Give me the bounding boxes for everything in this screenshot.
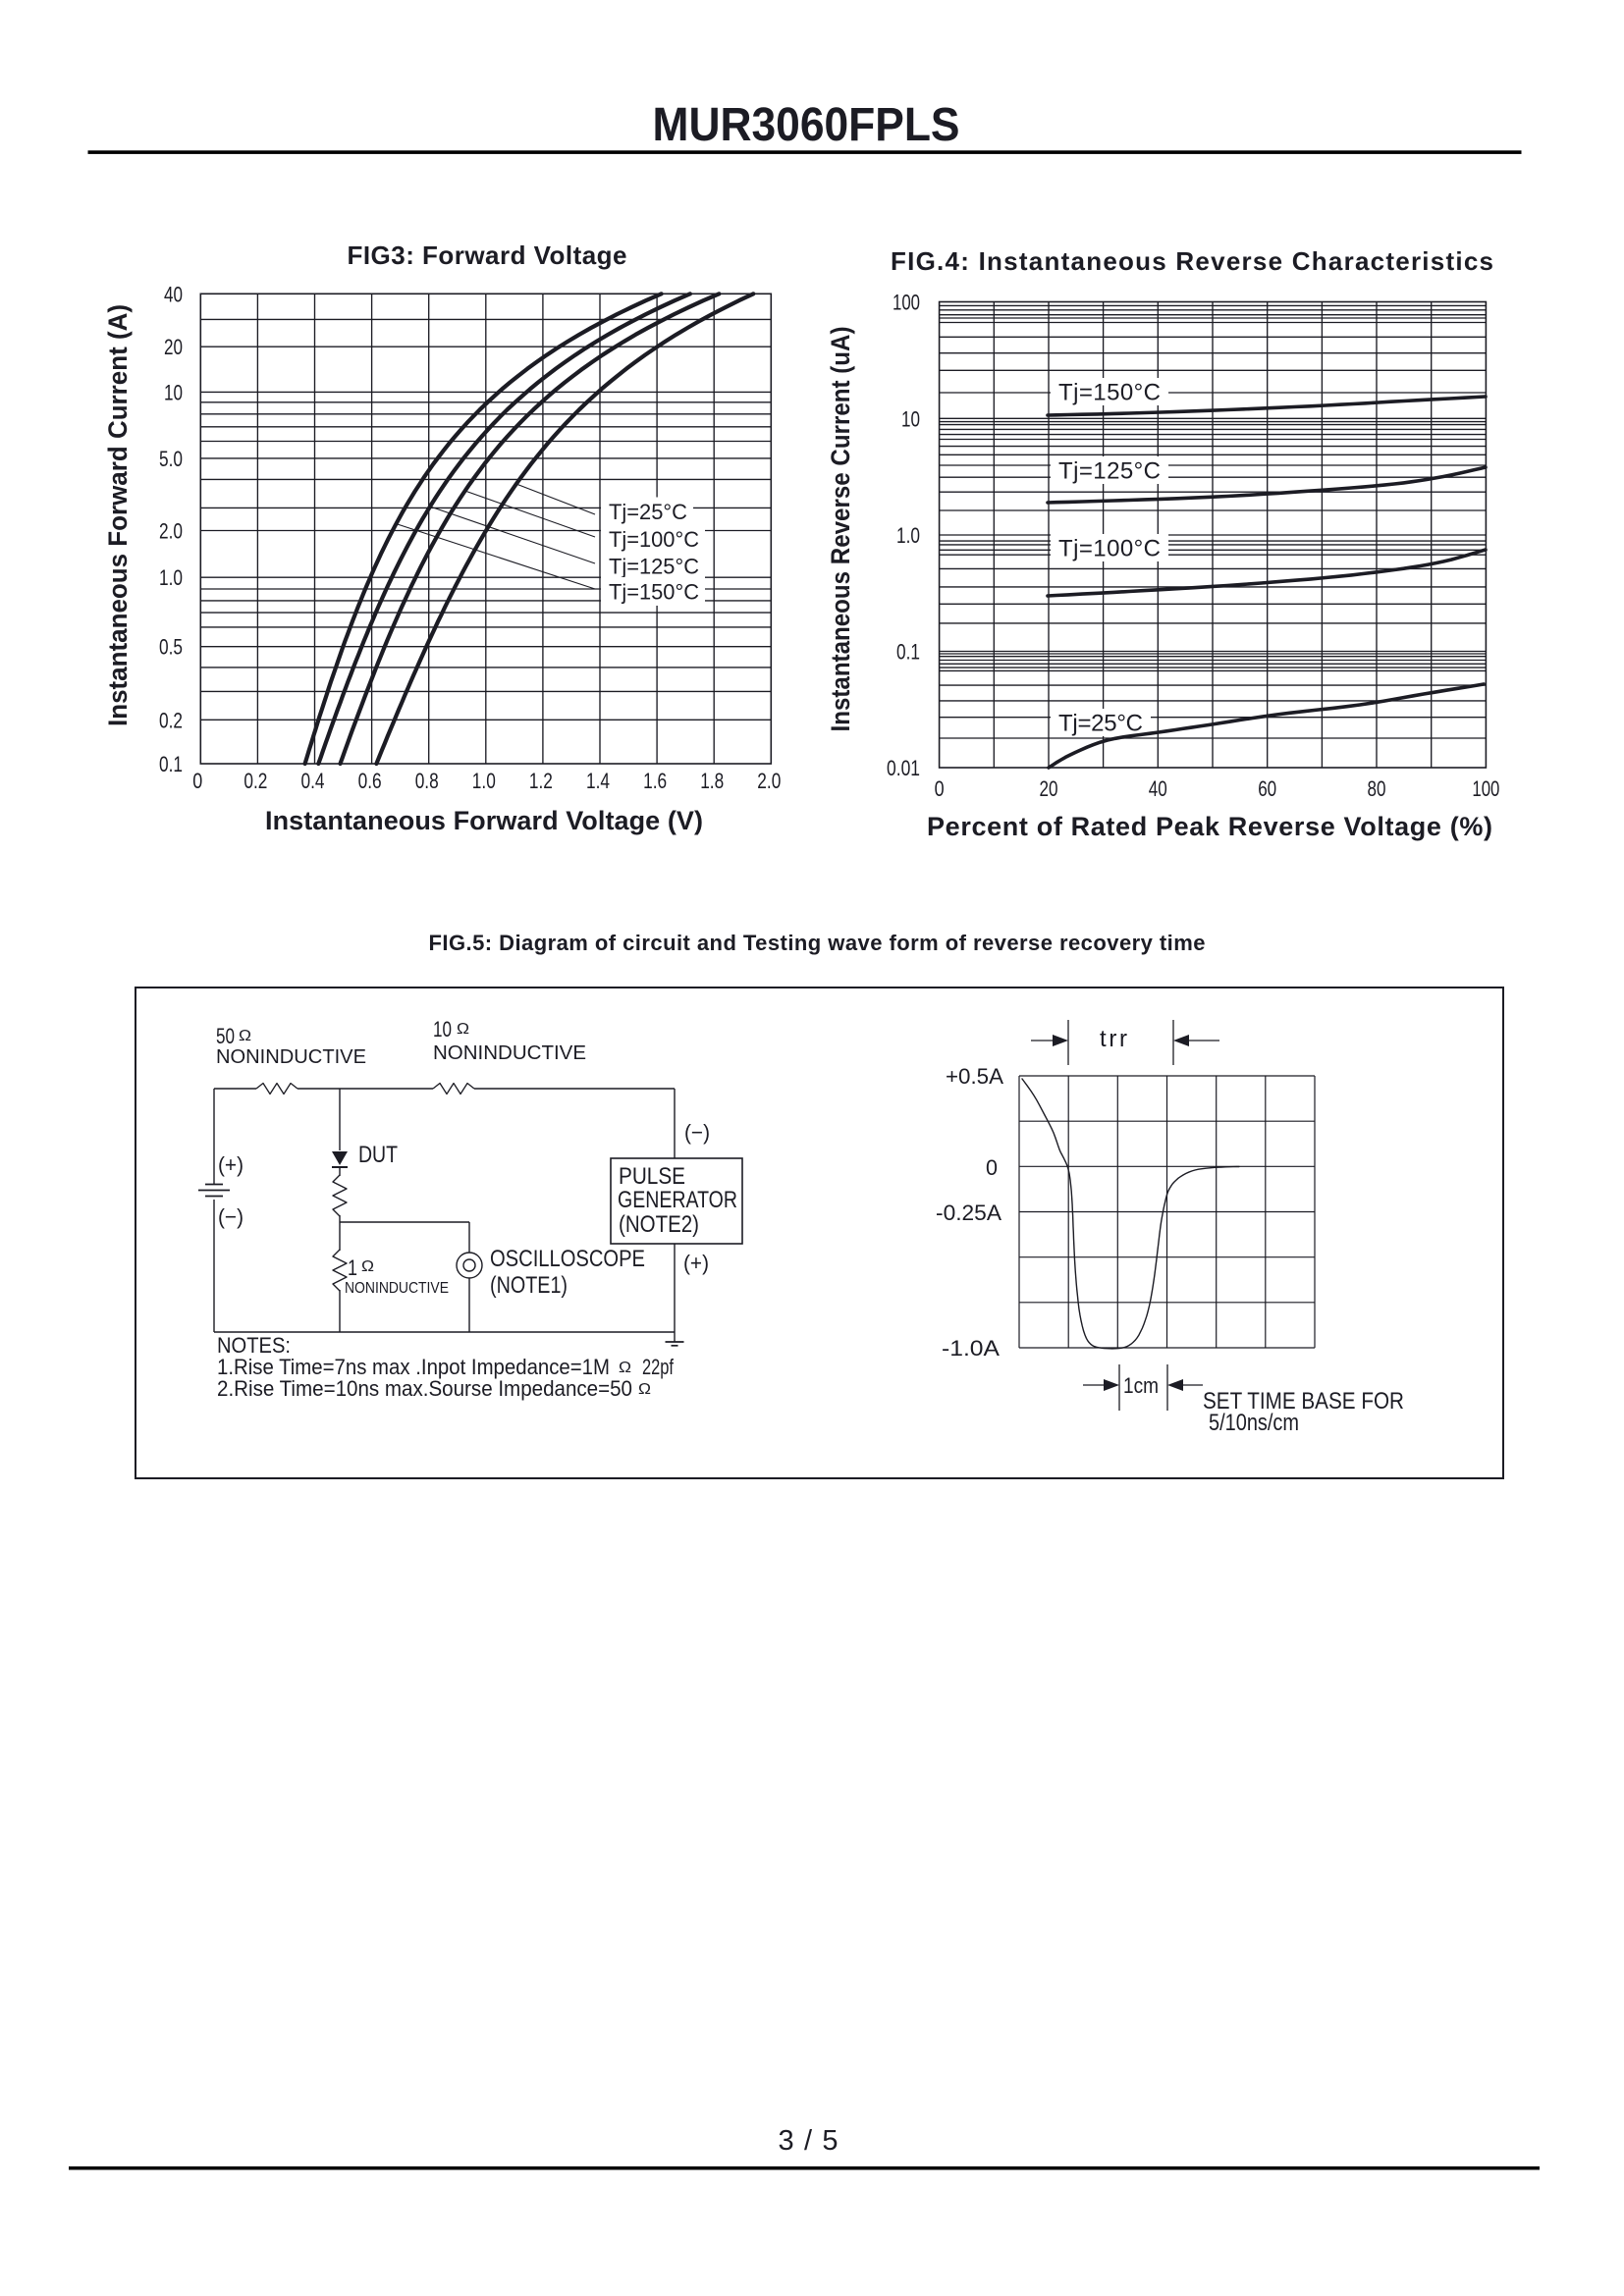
svg-text:MUR3060FPLS: MUR3060FPLS: [653, 99, 960, 151]
svg-text:NOTES:: NOTES:: [217, 1333, 291, 1358]
svg-text:10: 10: [164, 380, 183, 404]
svg-text:1.Rise Time=7ns max .Inpot Imp: 1.Rise Time=7ns max .Inpot Impedance=1M: [217, 1355, 610, 1379]
svg-text:1.2: 1.2: [529, 769, 553, 793]
svg-text:5.0: 5.0: [159, 447, 183, 471]
svg-text:1: 1: [348, 1255, 357, 1280]
svg-text:trr: trr: [1100, 1026, 1127, 1052]
svg-text:Tj=25°C: Tj=25°C: [1058, 711, 1143, 737]
svg-text:Tj=150°C: Tj=150°C: [1058, 380, 1161, 406]
svg-text:Tj=100°C: Tj=100°C: [1058, 536, 1161, 562]
svg-text:40: 40: [1149, 776, 1167, 801]
svg-text:(−): (−): [218, 1204, 244, 1229]
svg-text:Ω: Ω: [239, 1028, 251, 1044]
svg-text:Tj=100°C: Tj=100°C: [609, 527, 699, 552]
svg-text:100: 100: [893, 291, 920, 315]
svg-text:Ω: Ω: [361, 1258, 374, 1275]
svg-text:PULSE: PULSE: [619, 1163, 685, 1190]
svg-text:20: 20: [1040, 776, 1058, 801]
svg-text:-0.25A: -0.25A: [936, 1201, 1001, 1225]
svg-text:1.0: 1.0: [472, 769, 496, 793]
svg-text:Instantaneous Reverse Current: Instantaneous Reverse Current (uA): [826, 327, 855, 732]
svg-text:OSCILLOSCOPE: OSCILLOSCOPE: [490, 1246, 645, 1272]
svg-text:50: 50: [216, 1024, 235, 1048]
svg-text:(NOTE2): (NOTE2): [619, 1211, 699, 1238]
svg-text:(+): (+): [683, 1251, 709, 1275]
svg-text:1.4: 1.4: [586, 769, 610, 793]
svg-text:1.0: 1.0: [159, 565, 183, 590]
svg-text:100: 100: [1472, 776, 1499, 801]
svg-text:(+): (+): [218, 1152, 244, 1177]
svg-text:0: 0: [986, 1155, 998, 1180]
svg-text:0.2: 0.2: [244, 769, 267, 793]
svg-text:NONINDUCTIVE: NONINDUCTIVE: [345, 1280, 449, 1297]
svg-text:60: 60: [1258, 776, 1276, 801]
svg-text:Percent of Rated Peak Reverse: Percent of Rated Peak Reverse Voltage (%…: [927, 812, 1492, 841]
svg-text:FIG.4: Instantaneous Reverse C: FIG.4: Instantaneous Reverse Characteris…: [891, 246, 1493, 276]
svg-text:Tj=125°C: Tj=125°C: [1058, 458, 1161, 485]
svg-text:NONINDUCTIVE: NONINDUCTIVE: [216, 1046, 366, 1068]
svg-text:(NOTE1): (NOTE1): [490, 1272, 568, 1299]
svg-text:FIG.5: Diagram of circuit and: FIG.5: Diagram of circuit and Testing wa…: [429, 931, 1206, 955]
svg-text:0.4: 0.4: [301, 769, 325, 793]
svg-text:0: 0: [192, 769, 202, 793]
svg-text:1.8: 1.8: [700, 769, 724, 793]
svg-text:20: 20: [164, 335, 183, 359]
svg-text:2.0: 2.0: [757, 769, 781, 793]
svg-text:(−): (−): [684, 1120, 710, 1145]
svg-text:Ω: Ω: [638, 1381, 651, 1398]
svg-text:80: 80: [1368, 776, 1386, 801]
svg-text:Instantaneous Forward Voltage: Instantaneous Forward Voltage (V): [265, 806, 703, 835]
svg-text:FIG3: Forward Voltage: FIG3: Forward Voltage: [348, 240, 627, 270]
svg-text:GENERATOR: GENERATOR: [618, 1187, 737, 1213]
svg-text:22pf: 22pf: [642, 1355, 675, 1379]
svg-text:40: 40: [164, 282, 183, 306]
svg-text:1.0: 1.0: [896, 523, 920, 548]
svg-text:2.Rise Time=10ns max.Sourse Im: 2.Rise Time=10ns max.Sourse Impedance=50: [217, 1376, 632, 1401]
svg-text:SET TIME BASE FOR: SET TIME BASE FOR: [1203, 1388, 1404, 1415]
svg-text:Tj=150°C: Tj=150°C: [609, 580, 699, 605]
svg-text:1.6: 1.6: [643, 769, 667, 793]
svg-text:Ω: Ω: [457, 1021, 469, 1038]
svg-text:10: 10: [433, 1017, 452, 1041]
svg-text:0.5: 0.5: [159, 635, 183, 660]
svg-text:+0.5A: +0.5A: [946, 1064, 1003, 1089]
svg-text:0.1: 0.1: [159, 752, 183, 776]
svg-text:Tj=25°C: Tj=25°C: [609, 500, 687, 524]
svg-text:Tj=125°C: Tj=125°C: [609, 555, 699, 579]
svg-text:0.01: 0.01: [887, 756, 920, 780]
svg-text:5/10ns/cm: 5/10ns/cm: [1209, 1410, 1299, 1436]
svg-text:10: 10: [901, 406, 920, 431]
svg-text:Ω: Ω: [619, 1360, 631, 1376]
svg-text:NONINDUCTIVE: NONINDUCTIVE: [433, 1042, 586, 1064]
svg-text:0.6: 0.6: [358, 769, 382, 793]
svg-text:0.8: 0.8: [415, 769, 439, 793]
svg-text:0.2: 0.2: [159, 708, 183, 732]
svg-text:2.0: 2.0: [159, 519, 183, 544]
svg-text:3 / 5: 3 / 5: [779, 2125, 839, 2157]
svg-text:Instantaneous Forward Current: Instantaneous Forward Current (A): [103, 304, 133, 726]
svg-text:0: 0: [935, 776, 945, 801]
svg-text:DUT: DUT: [358, 1142, 398, 1168]
svg-text:-1.0A: -1.0A: [942, 1336, 1000, 1361]
svg-text:0.1: 0.1: [896, 640, 920, 665]
svg-text:1cm: 1cm: [1123, 1373, 1159, 1398]
